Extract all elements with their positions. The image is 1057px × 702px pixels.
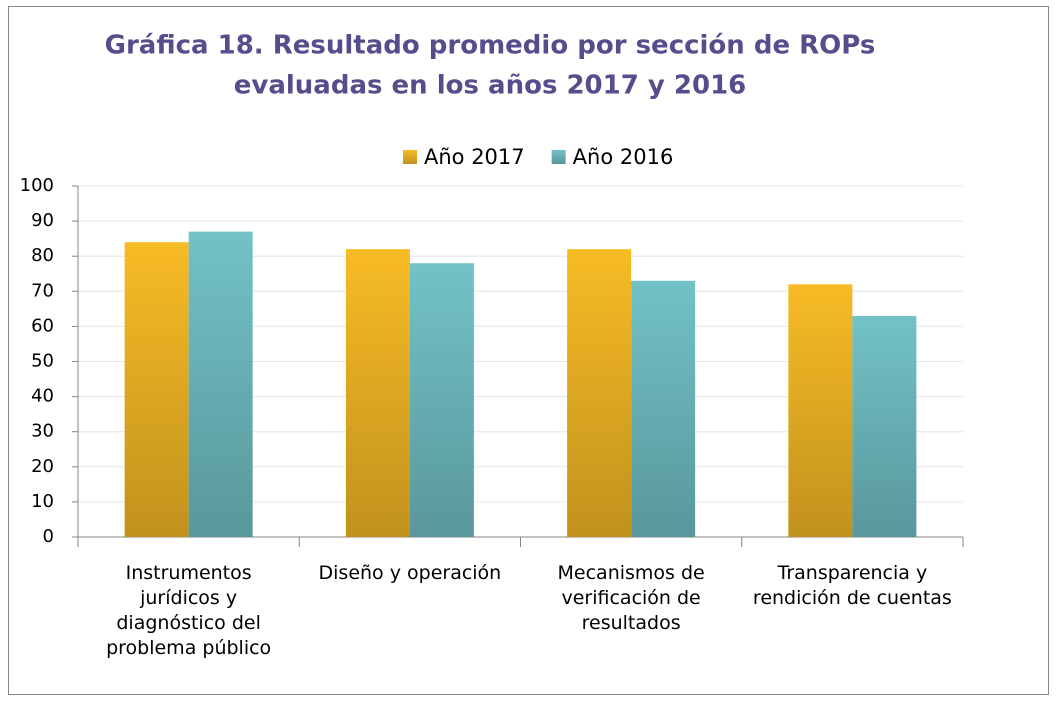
y-tick-label: 90 [31,210,54,231]
bar-shade [124,242,189,537]
y-tick-label: 30 [31,421,54,442]
y-tick-label: 20 [31,456,54,477]
chart-title: evaluadas en los años 2017 y 2016 [234,71,747,101]
bar-shade [788,284,853,537]
y-tick-label: 0 [43,526,54,547]
x-tick-label: Diseño y operación [318,562,502,584]
y-tick-label: 40 [31,386,54,407]
y-tick-label: 80 [31,245,54,266]
chart-title: Gráfica 18. Resultado promedio por secci… [105,31,876,61]
y-tick-label: 70 [31,280,54,301]
bar-shade [631,280,696,537]
bar-shade [345,249,410,537]
bar-shade [567,249,632,537]
legend-swatch-shade [403,150,417,164]
y-tick-label: 100 [20,175,54,196]
y-tick-label: 10 [31,491,54,512]
y-tick-label: 60 [31,315,54,336]
bar-shade [409,263,474,537]
bar-shade [852,315,917,537]
x-tick-label: Transparencia y rendición de cuentas [752,562,952,609]
legend-label: Año 2016 [573,145,674,169]
x-tick-label: Mecanismos de verificación de resultados [557,562,705,634]
legend-label: Año 2017 [424,145,525,169]
bar-shade [188,231,253,537]
x-tick-label: Instrumentos jurídicos y diagnóstico del… [106,562,272,659]
legend-swatch-shade [551,150,566,164]
y-tick-label: 50 [31,351,54,372]
